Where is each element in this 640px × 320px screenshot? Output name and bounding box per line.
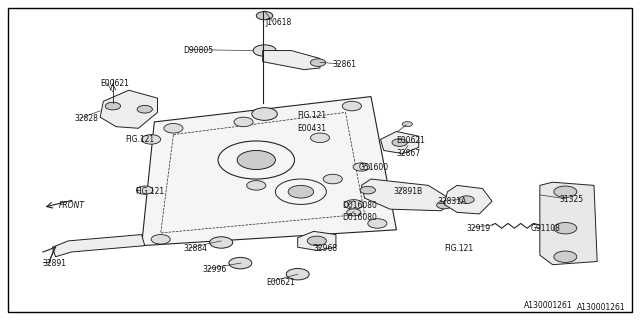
Polygon shape <box>362 179 454 211</box>
Circle shape <box>360 186 376 194</box>
Polygon shape <box>444 185 492 214</box>
Circle shape <box>368 219 387 228</box>
Circle shape <box>137 105 152 113</box>
Text: 32884: 32884 <box>183 244 207 253</box>
Circle shape <box>234 117 253 127</box>
Circle shape <box>252 108 277 120</box>
Text: 32891: 32891 <box>43 259 67 268</box>
Text: 32968: 32968 <box>314 244 338 253</box>
Polygon shape <box>381 132 419 154</box>
Circle shape <box>237 150 275 170</box>
Polygon shape <box>540 182 597 265</box>
Text: A130001261: A130001261 <box>524 301 573 310</box>
Text: A130001261: A130001261 <box>577 303 626 312</box>
Polygon shape <box>298 231 336 251</box>
Circle shape <box>392 139 407 146</box>
Text: FRONT: FRONT <box>59 202 84 211</box>
Circle shape <box>554 186 577 197</box>
Circle shape <box>256 12 273 20</box>
Circle shape <box>210 237 233 248</box>
Circle shape <box>436 201 452 209</box>
Text: FIG.121: FIG.121 <box>125 135 155 144</box>
Circle shape <box>310 59 326 67</box>
Circle shape <box>342 101 362 111</box>
Text: D90805: D90805 <box>183 46 213 55</box>
Polygon shape <box>100 90 157 128</box>
Polygon shape <box>52 235 145 257</box>
Circle shape <box>253 45 276 56</box>
Circle shape <box>347 209 361 216</box>
Circle shape <box>105 102 120 110</box>
Text: E00621: E00621 <box>100 79 129 88</box>
Text: 32867: 32867 <box>396 149 420 158</box>
Text: G51600: G51600 <box>358 164 388 172</box>
Circle shape <box>164 124 183 133</box>
Polygon shape <box>262 51 320 69</box>
Circle shape <box>459 196 474 204</box>
Circle shape <box>323 174 342 184</box>
Circle shape <box>288 185 314 198</box>
Text: J10618: J10618 <box>266 18 292 27</box>
Text: FIG.121: FIG.121 <box>135 187 164 196</box>
Circle shape <box>286 268 309 280</box>
Text: 32828: 32828 <box>75 114 99 123</box>
Text: FIG.121: FIG.121 <box>444 244 474 253</box>
Circle shape <box>554 251 577 262</box>
Circle shape <box>402 122 412 127</box>
Text: 31325: 31325 <box>559 195 583 204</box>
Polygon shape <box>141 97 396 246</box>
Text: D016080: D016080 <box>342 212 377 222</box>
Text: 32919: 32919 <box>467 224 491 233</box>
Circle shape <box>141 135 161 144</box>
Circle shape <box>310 133 330 142</box>
Circle shape <box>344 200 364 209</box>
Text: FIG.121: FIG.121 <box>298 111 327 120</box>
Circle shape <box>229 257 252 269</box>
Circle shape <box>554 222 577 234</box>
Text: D016080: D016080 <box>342 202 377 211</box>
Text: 32831A: 32831A <box>438 197 467 206</box>
Text: E00621: E00621 <box>266 278 294 287</box>
Circle shape <box>307 236 326 246</box>
Text: E00431: E00431 <box>298 124 326 133</box>
Text: E00621: E00621 <box>396 136 426 146</box>
Text: 32891B: 32891B <box>394 187 422 196</box>
Circle shape <box>246 180 266 190</box>
Text: 32996: 32996 <box>202 265 227 274</box>
Circle shape <box>151 235 170 244</box>
Text: 32861: 32861 <box>333 60 356 69</box>
Circle shape <box>353 163 370 171</box>
Text: G91108: G91108 <box>531 224 560 233</box>
Circle shape <box>136 186 153 194</box>
